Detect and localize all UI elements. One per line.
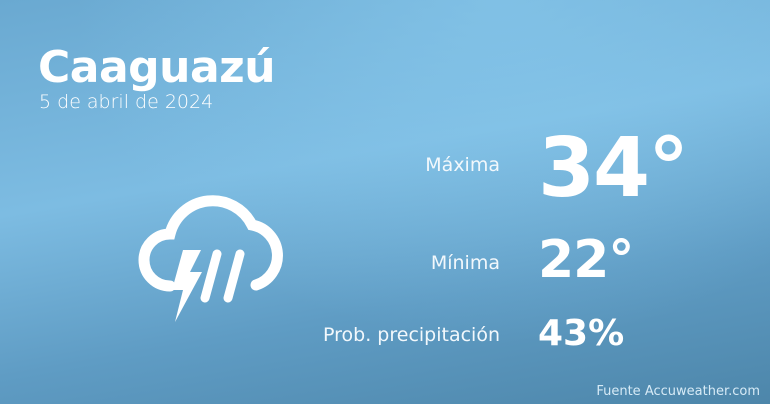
- precip-label: Prob. precipitación: [323, 324, 500, 346]
- rain-streak: [200, 249, 222, 303]
- thunderstorm-rain-icon: [138, 195, 283, 322]
- min-value: 22°: [538, 230, 634, 290]
- lightning-bolt: [172, 250, 202, 322]
- source-credit: Fuente Accuweather.com: [596, 384, 760, 399]
- max-label: Máxima: [425, 154, 500, 176]
- cloud-outline: [138, 195, 283, 292]
- rain-streak: [223, 249, 245, 303]
- max-value: 34°: [538, 121, 689, 216]
- city-name: Caaguazú: [38, 42, 276, 93]
- precip-value: 43%: [538, 313, 625, 354]
- forecast-date: 5 de abril de 2024: [39, 91, 214, 113]
- min-label: Mínima: [430, 252, 500, 274]
